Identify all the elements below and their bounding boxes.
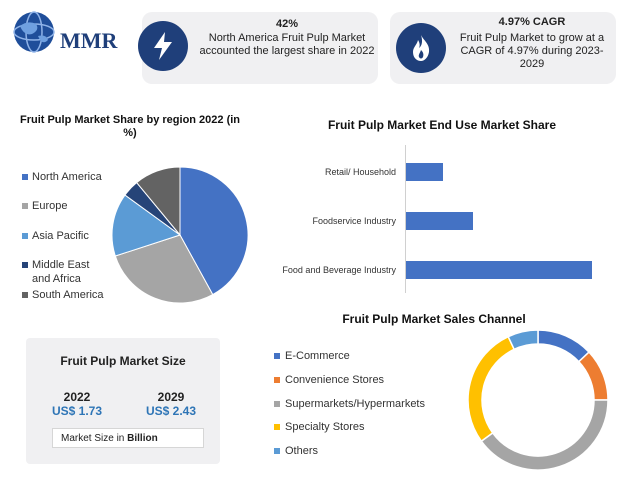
bar-foodservice-industry <box>406 212 473 230</box>
market-size-year-2029: 2029 <box>157 390 185 404</box>
legend-label-europe: Europe <box>32 200 68 212</box>
donut-slice-supermarkets-hypermarkets <box>480 399 609 471</box>
logo: MMR <box>10 8 130 56</box>
bar-label-food-and-beverage-industry: Food and Beverage Industry <box>282 265 396 275</box>
legend-label-supermarkets-hypermarkets: Supermarkets/Hypermarkets <box>285 398 425 410</box>
bar-label-foodservice-industry: Foodservice Industry <box>312 216 396 226</box>
pie-slice-europe <box>114 234 214 304</box>
flame-icon <box>413 35 430 61</box>
end-use-bar-chart: Retail/ Household Foodservice Industry Foo… <box>266 145 606 295</box>
bar-retail-household <box>406 163 444 181</box>
pie-slice-north-america <box>179 166 249 296</box>
globe-icon <box>13 11 55 53</box>
market-size-note-unit: Billion <box>127 433 158 444</box>
legend-label-south-america: South America <box>32 289 104 301</box>
flame-badge <box>396 23 446 73</box>
bar-axis-line <box>405 145 406 293</box>
sales-channel-donut-chart <box>467 329 609 471</box>
legend-swatch-europe <box>22 203 28 209</box>
legend-swatch-middle-east-and-africa <box>22 262 28 268</box>
bar-label-retail-household: Retail/ Household <box>324 167 396 177</box>
market-size-value-2022: US$ 1.73 <box>51 404 103 418</box>
legend-swatch-asia-pacific <box>22 233 28 239</box>
market-size-panel: Fruit Pulp Market Size 2022 US$ 1.73 202… <box>26 338 220 464</box>
stat-value: 42% <box>275 18 299 30</box>
legend-swatch-supermarkets-hypermarkets <box>274 401 280 407</box>
legend-swatch-e-commerce <box>274 353 280 359</box>
stat-card-north-america: 42% North America Fruit Pulp Market acco… <box>138 12 378 84</box>
legend-swatch-north-america <box>22 174 28 180</box>
legend-swatch-convenience-stores <box>274 377 280 383</box>
market-size-value-2029: US$ 2.43 <box>145 404 197 418</box>
stat-value: 4.97% CAGR <box>498 16 566 28</box>
logo-text: MMR <box>60 28 118 53</box>
market-size-note: Market Size in Billion <box>52 428 204 448</box>
legend-label-convenience-stores: Convenience Stores <box>285 374 385 386</box>
legend-label-middle-east-and-africa: Middle East and Africa <box>32 259 90 285</box>
legend-label-specialty-stores: Specialty Stores <box>285 421 365 433</box>
donut-slice-convenience-stores <box>577 351 609 401</box>
region-chart-title: Fruit Pulp Market Share by region 2022 (… <box>19 114 241 139</box>
lightning-icon <box>154 32 172 60</box>
donut-slice-specialty-stores <box>467 335 516 443</box>
legend-label-others: Others <box>285 445 319 457</box>
stat-text: Fruit Pulp Market to grow at a CAGR of 4… <box>459 32 605 70</box>
lightning-badge <box>138 21 188 71</box>
legend-swatch-specialty-stores <box>274 424 280 430</box>
stat-card-cagr: 4.97% CAGR Fruit Pulp Market to grow at … <box>390 12 616 84</box>
market-size-title: Fruit Pulp Market Size <box>60 354 186 368</box>
bar-food-and-beverage-industry <box>406 261 592 279</box>
donut-slice-e-commerce <box>537 329 591 363</box>
pie-slice-south-america <box>135 166 181 237</box>
legend-label-asia-pacific: Asia Pacific <box>32 230 89 242</box>
sales-channel-chart-title: Fruit Pulp Market Sales Channel <box>342 312 526 326</box>
market-size-year-2022: 2022 <box>63 390 91 404</box>
legend-label-e-commerce: E-Commerce <box>285 350 350 362</box>
pie-slice-asia-pacific <box>111 194 182 257</box>
region-pie-chart <box>111 166 249 304</box>
end-use-chart-title: Fruit Pulp Market End Use Market Share <box>327 118 557 132</box>
stat-text: North America Fruit Pulp Market accounte… <box>199 32 375 57</box>
donut-slice-others <box>507 329 539 351</box>
market-size-note-prefix: Market Size in <box>61 433 128 444</box>
legend-swatch-others <box>274 448 280 454</box>
legend-label-north-america: North America <box>32 171 102 183</box>
legend-swatch-south-america <box>22 292 28 298</box>
